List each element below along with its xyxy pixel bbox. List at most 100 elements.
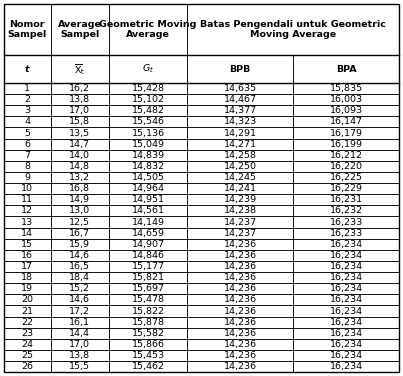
Bar xyxy=(187,55,293,83)
Text: 14,7: 14,7 xyxy=(69,139,90,149)
Text: 16: 16 xyxy=(21,251,33,260)
Bar xyxy=(4,328,51,339)
Text: 6: 6 xyxy=(24,139,30,149)
Text: 14,250: 14,250 xyxy=(224,162,257,171)
Bar xyxy=(293,183,399,194)
Text: t: t xyxy=(25,65,29,74)
Text: 14,839: 14,839 xyxy=(132,151,165,160)
Text: 13,0: 13,0 xyxy=(69,206,90,215)
Bar xyxy=(293,239,399,250)
Text: 14,236: 14,236 xyxy=(224,262,257,271)
Bar xyxy=(51,183,109,194)
Bar xyxy=(109,183,187,194)
Bar xyxy=(109,283,187,294)
Text: 16,147: 16,147 xyxy=(330,117,363,126)
Bar xyxy=(51,328,109,339)
Text: 16,234: 16,234 xyxy=(330,251,363,260)
Bar xyxy=(293,116,399,127)
Text: 16,234: 16,234 xyxy=(330,318,363,327)
Bar xyxy=(187,350,293,361)
Text: 17,0: 17,0 xyxy=(69,106,90,115)
Bar xyxy=(51,83,109,94)
Text: 4: 4 xyxy=(24,117,30,126)
Text: 1: 1 xyxy=(24,84,30,93)
Bar xyxy=(187,139,293,150)
Bar xyxy=(109,317,187,328)
Bar xyxy=(293,161,399,172)
Text: 14,236: 14,236 xyxy=(224,296,257,305)
Bar xyxy=(293,83,399,94)
Bar xyxy=(293,55,399,83)
Text: Batas Pengendali untuk Geometric
Moving Average: Batas Pengendali untuk Geometric Moving … xyxy=(200,20,386,39)
Text: 14,241: 14,241 xyxy=(224,184,257,193)
Text: 22: 22 xyxy=(21,318,33,327)
Bar xyxy=(109,4,187,55)
Text: 9: 9 xyxy=(24,173,30,182)
Text: 13,5: 13,5 xyxy=(69,129,90,138)
Text: 16,5: 16,5 xyxy=(69,262,90,271)
Bar xyxy=(109,83,187,94)
Text: 26: 26 xyxy=(21,362,33,371)
Text: 25: 25 xyxy=(21,351,33,360)
Bar xyxy=(51,127,109,139)
Bar xyxy=(109,239,187,250)
Text: 12,5: 12,5 xyxy=(69,218,90,227)
Bar xyxy=(4,105,51,116)
Text: 16,229: 16,229 xyxy=(330,184,363,193)
Bar xyxy=(4,194,51,205)
Text: 14,236: 14,236 xyxy=(224,318,257,327)
Bar xyxy=(293,217,399,227)
Bar xyxy=(187,317,293,328)
Bar xyxy=(293,261,399,272)
Text: 16,093: 16,093 xyxy=(330,106,363,115)
Text: Geometric Moving
Average: Geometric Moving Average xyxy=(100,20,197,39)
Text: 16,234: 16,234 xyxy=(330,273,363,282)
Bar xyxy=(51,283,109,294)
Bar xyxy=(4,294,51,305)
Bar xyxy=(293,350,399,361)
Text: 13,8: 13,8 xyxy=(69,95,90,104)
Bar xyxy=(109,294,187,305)
Text: 15,136: 15,136 xyxy=(132,129,165,138)
Bar xyxy=(51,161,109,172)
Text: 15,428: 15,428 xyxy=(132,84,165,93)
Text: Nomor
Sampel: Nomor Sampel xyxy=(8,20,47,39)
Bar xyxy=(187,283,293,294)
Bar xyxy=(293,283,399,294)
Text: 15,478: 15,478 xyxy=(132,296,165,305)
Bar xyxy=(293,305,399,317)
Bar xyxy=(51,94,109,105)
Bar xyxy=(109,339,187,350)
Text: 11: 11 xyxy=(21,195,33,204)
Text: 16,234: 16,234 xyxy=(330,296,363,305)
Bar xyxy=(187,217,293,227)
Text: 17,2: 17,2 xyxy=(69,306,90,315)
Text: 15,821: 15,821 xyxy=(132,273,165,282)
Text: 14,245: 14,245 xyxy=(224,173,257,182)
Bar xyxy=(293,339,399,350)
Bar xyxy=(109,127,187,139)
Bar xyxy=(109,139,187,150)
Bar xyxy=(109,205,187,217)
Bar xyxy=(109,328,187,339)
Text: 14,4: 14,4 xyxy=(69,329,90,338)
Bar xyxy=(293,127,399,139)
Text: 16,234: 16,234 xyxy=(330,329,363,338)
Bar xyxy=(187,127,293,139)
Bar xyxy=(109,261,187,272)
Text: 20: 20 xyxy=(21,296,33,305)
Bar xyxy=(51,305,109,317)
Bar xyxy=(293,294,399,305)
Text: 15,462: 15,462 xyxy=(132,362,165,371)
Text: $G_t$: $G_t$ xyxy=(142,63,154,76)
Text: 14,236: 14,236 xyxy=(224,240,257,249)
Bar xyxy=(109,55,187,83)
Text: 14,323: 14,323 xyxy=(224,117,257,126)
Text: 14,8: 14,8 xyxy=(69,162,90,171)
Text: 16,225: 16,225 xyxy=(330,173,363,182)
Bar xyxy=(51,227,109,239)
Text: 14,236: 14,236 xyxy=(224,362,257,371)
Bar xyxy=(109,150,187,161)
Text: 17: 17 xyxy=(21,262,33,271)
Text: $\overline{\rm X}_t$: $\overline{\rm X}_t$ xyxy=(74,62,85,77)
